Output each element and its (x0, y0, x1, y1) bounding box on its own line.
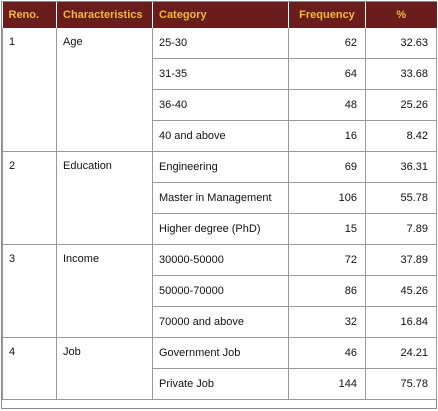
frequency-cell: 72 (288, 244, 366, 276)
header-percent: % (365, 2, 437, 28)
category-cell: 36-40 (152, 89, 289, 121)
category-cell: Engineering (152, 151, 289, 183)
table-row: 40 and above 16 8.42 (3, 120, 437, 152)
demographics-table: Reno. Characteristics Category Frequency… (2, 2, 437, 400)
category-cell: 40 and above (152, 120, 289, 152)
frequency-cell: 62 (288, 28, 366, 59)
percent-cell: 25.26 (365, 89, 437, 121)
category-cell: 25-30 (152, 28, 289, 59)
header-frequency: Frequency (288, 2, 366, 28)
percent-cell: 37.89 (365, 244, 437, 276)
table-row: 31-35 64 33.68 (3, 58, 437, 90)
row-number-cell: 1 (2, 28, 57, 152)
table-row: Higher degree (PhD) 15 7.89 (3, 213, 437, 245)
frequency-cell: 48 (288, 89, 366, 121)
category-cell: Private Job (152, 368, 289, 400)
percent-cell: 45.26 (365, 275, 437, 307)
characteristic-cell: Income (56, 244, 153, 338)
table-row: 1 Age 25-30 62 32.63 (2, 28, 437, 152)
frequency-cell: 46 (288, 337, 366, 369)
header-category: Category (152, 2, 289, 28)
characteristic-cell: Age (56, 28, 153, 152)
table-row: 3 Income 30000-50000 72 37.89 (2, 244, 437, 338)
category-cell: 30000-50000 (152, 244, 289, 276)
header-reno: Reno. (2, 2, 57, 28)
table-row: 50000-70000 86 45.26 (3, 275, 437, 307)
table-row: 36-40 48 25.26 (3, 89, 437, 121)
frequency-cell: 15 (288, 213, 366, 245)
category-cell: 70000 and above (152, 306, 289, 338)
table-body: 1 Age 25-30 62 32.63 31-35 64 33.68 36-40 48 25.26… (2, 28, 437, 400)
table-row: 70000 and above 32 16.84 (3, 306, 437, 338)
category-cell: Government Job (152, 337, 289, 369)
row-number-cell: 3 (2, 244, 57, 338)
frequency-cell: 32 (288, 306, 366, 338)
frequency-cell: 86 (288, 275, 366, 307)
category-cell: 31-35 (152, 58, 289, 90)
frequency-cell: 64 (288, 58, 366, 90)
percent-cell: 32.63 (365, 28, 437, 59)
table-row: 4 Job Government Job 46 24.21 (2, 337, 437, 400)
frequency-cell: 16 (288, 120, 366, 152)
row-number-cell: 2 (2, 151, 57, 245)
frequency-cell: 144 (288, 368, 366, 400)
percent-cell: 33.68 (365, 58, 437, 90)
category-cell: Higher degree (PhD) (152, 213, 289, 245)
frequency-cell: 69 (288, 151, 366, 183)
table-row: Private Job 144 75.78 (3, 368, 437, 400)
table-row: Master in Management 106 55.78 (3, 182, 437, 214)
characteristic-cell: Education (56, 151, 153, 245)
header-characteristics: Characteristics (56, 2, 153, 28)
row-number-cell: 4 (2, 337, 57, 400)
category-cell: Master in Management (152, 182, 289, 214)
frequency-cell: 106 (288, 182, 366, 214)
characteristic-cell: Job (56, 337, 153, 400)
percent-cell: 8.42 (365, 120, 437, 152)
category-cell: 50000-70000 (152, 275, 289, 307)
percent-cell: 75.78 (365, 368, 437, 400)
percent-cell: 7.89 (365, 213, 437, 245)
table-header: Reno. Characteristics Category Frequency… (2, 2, 437, 28)
percent-cell: 24.21 (365, 337, 437, 369)
percent-cell: 55.78 (365, 182, 437, 214)
table-row: 2 Education Engineering 69 36.31 (2, 151, 437, 245)
percent-cell: 36.31 (365, 151, 437, 183)
percent-cell: 16.84 (365, 306, 437, 338)
header-row: Reno. Characteristics Category Frequency… (2, 2, 437, 28)
